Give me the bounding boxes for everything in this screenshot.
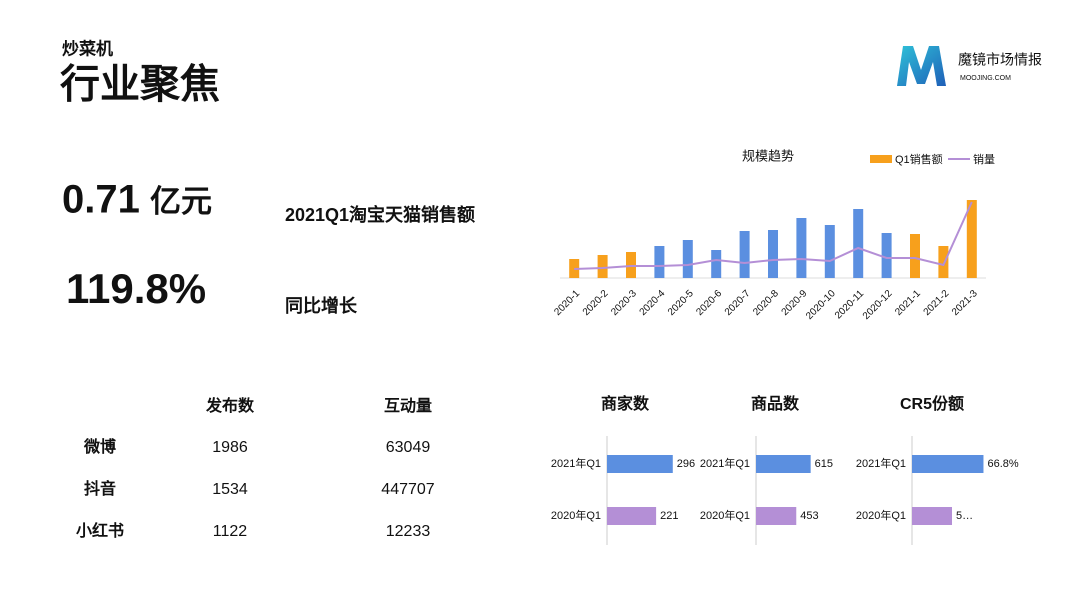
bar — [910, 234, 920, 278]
chart-title: CR5份额 — [900, 394, 964, 413]
x-tick-label: 2020-12 — [861, 288, 895, 322]
title: 行业聚焦 — [60, 63, 220, 107]
y-tick-label: 2020年Q1 — [856, 508, 906, 522]
brand-url: MOOJING.COM — [960, 75, 1011, 82]
table-header: 互动量 — [384, 397, 432, 415]
table-cell: 1534 — [212, 481, 248, 498]
subtitle: 炒菜机 — [62, 38, 113, 58]
x-tick-label: 2020-2 — [581, 288, 611, 318]
bar — [938, 246, 949, 278]
x-tick-label: 2020-6 — [694, 288, 724, 318]
kpi-value: 0.71 — [62, 178, 140, 222]
table-cell: 63049 — [386, 439, 431, 456]
table-cell: 12233 — [386, 523, 431, 540]
row-label: 小红书 — [76, 521, 124, 540]
bar — [912, 455, 984, 473]
x-tick-label: 2020-8 — [751, 288, 781, 318]
x-tick-label: 2020-5 — [666, 288, 696, 318]
line — [574, 201, 973, 270]
chart-title: 商品数 — [751, 394, 800, 413]
x-tick-label: 2020-7 — [723, 288, 753, 318]
bar — [682, 240, 693, 278]
row-label: 抖音 — [84, 479, 116, 498]
legend-label: Q1销售额 — [895, 152, 943, 166]
x-tick-label: 2020-3 — [609, 288, 639, 318]
table-cell: 447707 — [381, 481, 434, 498]
y-tick-label: 2020年Q1 — [700, 508, 750, 522]
kpi-label: 同比增长 — [285, 295, 358, 316]
bar — [756, 455, 811, 473]
y-tick-label: 2021年Q1 — [551, 456, 601, 470]
row-label: 微博 — [83, 437, 116, 456]
legend-swatch — [870, 155, 892, 163]
bar — [853, 209, 864, 278]
x-tick-label: 2020-4 — [638, 288, 668, 318]
bar — [756, 507, 797, 525]
bar — [654, 246, 665, 278]
value-label: 221 — [660, 510, 678, 522]
x-tick-label: 2021-3 — [950, 288, 980, 318]
bar — [796, 218, 807, 278]
bar — [607, 455, 673, 473]
table-header: 发布数 — [205, 396, 255, 415]
y-tick-label: 2020年Q1 — [551, 508, 601, 522]
chart-title: 规模趋势 — [742, 148, 794, 163]
value-label: 66.8% — [987, 458, 1018, 470]
value-label: 296 — [677, 458, 695, 470]
bar — [711, 250, 722, 278]
x-tick-label: 2020-1 — [552, 288, 582, 318]
table-cell: 1122 — [213, 523, 248, 540]
legend-label: 销量 — [973, 152, 995, 166]
x-tick-label: 2020-10 — [804, 288, 838, 322]
kpi-unit: 亿元 — [150, 184, 212, 219]
bar — [597, 255, 608, 278]
x-tick-label: 2021-2 — [922, 288, 952, 318]
bar — [881, 233, 892, 278]
value-label: 453 — [800, 510, 818, 522]
y-tick-label: 2021年Q1 — [700, 456, 750, 470]
table-cell: 1986 — [212, 439, 248, 456]
bar — [912, 507, 952, 525]
bar — [768, 230, 778, 278]
kpi-label: 2021Q1淘宝天猫销售额 — [285, 204, 475, 225]
bar — [607, 507, 657, 525]
value-label: 615 — [815, 458, 833, 470]
value-label: 5… — [956, 510, 973, 522]
x-tick-label: 2021-1 — [893, 288, 923, 318]
bar — [824, 225, 835, 278]
chart-title: 商家数 — [601, 394, 650, 413]
logo-mark — [897, 46, 946, 86]
bar — [739, 231, 750, 278]
y-tick-label: 2021年Q1 — [856, 456, 906, 470]
x-tick-label: 2020-11 — [833, 288, 867, 322]
brand: 魔镜市场情报 — [958, 52, 1042, 68]
bar — [966, 200, 977, 278]
kpi-value: 119.8% — [66, 265, 206, 312]
